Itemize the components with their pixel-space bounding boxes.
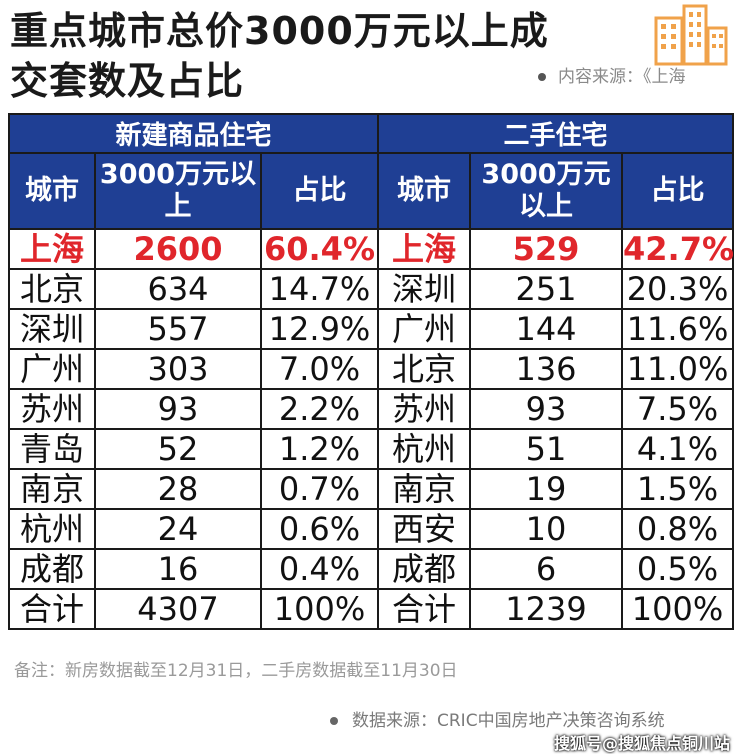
- new-share-cell: 0.4%: [260, 548, 379, 590]
- new-city-cell: 深圳: [8, 308, 96, 350]
- new-city-cell: 杭州: [8, 508, 96, 550]
- col-header-city: 城市: [377, 152, 471, 230]
- data-table: 新建商品住宅 二手住宅 城市 3000万元以上 占比 城市 3000万元以上 占…: [8, 113, 735, 630]
- col-header-city: 城市: [8, 152, 96, 230]
- table-body: 上海 2600 60.4% 上海 529 42.7% 北京 634 14.7% …: [8, 228, 735, 630]
- col-header-share: 占比: [260, 152, 379, 230]
- second-count-cell: 136: [469, 348, 623, 390]
- new-share-cell: 12.9%: [260, 308, 379, 350]
- title-line-2: 交套数及占比: [10, 59, 245, 103]
- data-source-label: 数据来源：CRIC中国房地产决策咨询系统: [330, 706, 665, 731]
- second-city-cell: 西安: [377, 508, 471, 550]
- second-count-cell: 10: [469, 508, 623, 550]
- table-row-total: 合计 4307 100% 合计 1239 100%: [8, 588, 735, 630]
- table-row: 深圳 557 12.9% 广州 144 11.6%: [8, 308, 735, 350]
- second-count-cell: 1239: [469, 588, 623, 630]
- second-share-cell: 7.5%: [620, 388, 735, 430]
- second-share-cell: 0.8%: [620, 508, 735, 550]
- new-count-cell: 52: [94, 428, 262, 470]
- second-city-cell: 苏州: [377, 388, 471, 430]
- second-city-cell: 上海: [377, 228, 471, 270]
- second-count-cell: 529: [469, 228, 623, 270]
- new-count-cell: 16: [94, 548, 262, 590]
- second-share-cell: 4.1%: [620, 428, 735, 470]
- second-count-cell: 51: [469, 428, 623, 470]
- building-icon: [654, 4, 728, 66]
- new-count-cell: 28: [94, 468, 262, 510]
- footnote: 备注：新房数据截至12月31日，二手房数据截至11月30日: [14, 661, 458, 681]
- new-share-cell: 0.7%: [260, 468, 379, 510]
- second-count-cell: 19: [469, 468, 623, 510]
- new-count-cell: 303: [94, 348, 262, 390]
- watermark: 搜狐号@搜狐焦点铜川站: [553, 734, 730, 753]
- col-header-share: 占比: [620, 152, 735, 230]
- new-share-cell: 1.2%: [260, 428, 379, 470]
- new-city-cell: 成都: [8, 548, 96, 590]
- col-header-count: 3000万元以上: [469, 152, 623, 230]
- new-count-cell: 4307: [94, 588, 262, 630]
- table-row: 广州 303 7.0% 北京 136 11.0%: [8, 348, 735, 390]
- new-share-cell: 100%: [260, 588, 379, 630]
- bullet-icon: [538, 73, 546, 81]
- content-source-label: 内容来源：《上海: [538, 62, 738, 87]
- second-city-cell: 广州: [377, 308, 471, 350]
- second-share-cell: 1.5%: [620, 468, 735, 510]
- page-title: 重点城市总价3000万元以上成 交套数及占比: [10, 6, 549, 106]
- new-city-cell: 北京: [8, 268, 96, 310]
- second-share-cell: 0.5%: [620, 548, 735, 590]
- table-row: 青岛 52 1.2% 杭州 51 4.1%: [8, 428, 735, 470]
- second-share-cell: 42.7%: [620, 228, 735, 270]
- new-count-cell: 557: [94, 308, 262, 350]
- second-count-cell: 93: [469, 388, 623, 430]
- new-share-cell: 0.6%: [260, 508, 379, 550]
- col-header-count: 3000万元以上: [94, 152, 262, 230]
- table-row: 南京 28 0.7% 南京 19 1.5%: [8, 468, 735, 510]
- bullet-icon: [330, 717, 338, 725]
- second-share-cell: 11.6%: [620, 308, 735, 350]
- second-count-cell: 6: [469, 548, 623, 590]
- new-count-cell: 634: [94, 268, 262, 310]
- second-share-cell: 100%: [620, 588, 735, 630]
- new-share-cell: 60.4%: [260, 228, 379, 270]
- second-city-cell: 杭州: [377, 428, 471, 470]
- second-city-cell: 合计: [377, 588, 471, 630]
- second-count-cell: 251: [469, 268, 623, 310]
- second-city-cell: 成都: [377, 548, 471, 590]
- table-row: 成都 16 0.4% 成都 6 0.5%: [8, 548, 735, 590]
- new-count-cell: 93: [94, 388, 262, 430]
- second-city-cell: 南京: [377, 468, 471, 510]
- title-line-1: 重点城市总价3000万元以上成: [10, 9, 549, 53]
- new-share-cell: 2.2%: [260, 388, 379, 430]
- second-count-cell: 144: [469, 308, 623, 350]
- second-share-cell: 11.0%: [620, 348, 735, 390]
- new-city-cell: 合计: [8, 588, 96, 630]
- table-row: 杭州 24 0.6% 西安 10 0.8%: [8, 508, 735, 550]
- new-city-cell: 广州: [8, 348, 96, 390]
- group-header-second: 二手住宅: [376, 113, 735, 154]
- second-city-cell: 北京: [377, 348, 471, 390]
- new-city-cell: 南京: [8, 468, 96, 510]
- new-count-cell: 2600: [94, 228, 262, 270]
- table-row: 上海 2600 60.4% 上海 529 42.7%: [8, 228, 735, 270]
- second-share-cell: 20.3%: [620, 268, 735, 310]
- new-city-cell: 青岛: [8, 428, 96, 470]
- table-row: 苏州 93 2.2% 苏州 93 7.5%: [8, 388, 735, 430]
- new-city-cell: 苏州: [8, 388, 96, 430]
- table-row: 北京 634 14.7% 深圳 251 20.3%: [8, 268, 735, 310]
- group-header-new: 新建商品住宅: [8, 113, 379, 154]
- second-city-cell: 深圳: [377, 268, 471, 310]
- new-city-cell: 上海: [8, 228, 96, 270]
- new-share-cell: 14.7%: [260, 268, 379, 310]
- new-share-cell: 7.0%: [260, 348, 379, 390]
- new-count-cell: 24: [94, 508, 262, 550]
